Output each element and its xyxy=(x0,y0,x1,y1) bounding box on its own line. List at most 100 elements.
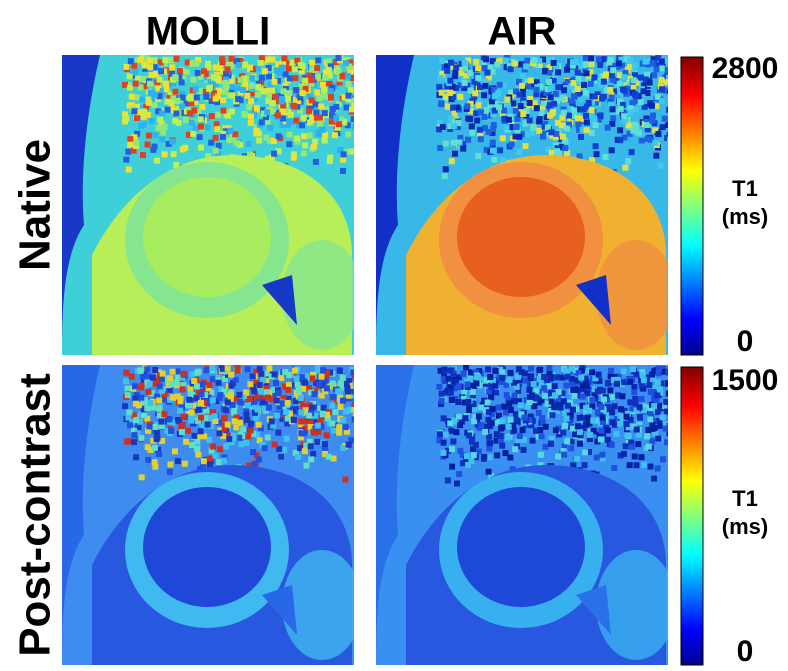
image-texel xyxy=(248,120,254,126)
image-texel xyxy=(456,383,462,389)
image-texel xyxy=(605,125,611,131)
image-texel xyxy=(272,371,278,377)
image-texel xyxy=(562,423,568,429)
image-texel xyxy=(616,60,622,66)
image-texel xyxy=(520,111,526,117)
image-texel xyxy=(342,477,348,483)
image-texel xyxy=(274,412,280,418)
image-texel xyxy=(636,130,642,136)
image-texel xyxy=(186,397,192,403)
image-texel xyxy=(485,400,491,406)
image-texel xyxy=(247,396,253,402)
image-texel xyxy=(189,371,195,377)
image-texel xyxy=(229,56,235,62)
image-texel xyxy=(353,407,359,413)
row-title: Native xyxy=(11,139,60,271)
image-texel xyxy=(256,422,262,428)
image-texel xyxy=(131,439,137,445)
image-texel xyxy=(255,84,261,90)
image-texel xyxy=(642,59,648,65)
image-texel xyxy=(298,409,304,415)
image-texel xyxy=(209,113,215,119)
image-texel xyxy=(490,140,496,146)
image-texel xyxy=(322,132,328,138)
image-texel xyxy=(298,430,304,436)
image-region xyxy=(143,177,271,297)
image-texel xyxy=(331,428,337,434)
image-texel xyxy=(301,115,307,121)
image-texel xyxy=(144,405,150,411)
image-texel xyxy=(607,387,613,393)
image-texel xyxy=(150,375,156,381)
image-texel xyxy=(456,471,462,477)
image-texel xyxy=(569,381,575,387)
image-texel xyxy=(477,127,483,133)
image-texel xyxy=(333,104,339,110)
image-texel xyxy=(631,389,637,395)
image-texel xyxy=(190,131,196,137)
image-texel xyxy=(328,88,334,94)
image-texel xyxy=(653,153,659,159)
image-texel xyxy=(343,60,349,66)
image-texel xyxy=(211,75,217,81)
image-texel xyxy=(227,128,233,134)
image-texel xyxy=(276,390,282,396)
image-texel xyxy=(659,98,665,104)
image-texel xyxy=(146,423,152,429)
image-texel xyxy=(487,440,493,446)
image-texel xyxy=(209,365,215,371)
image-texel xyxy=(175,417,181,423)
image-texel xyxy=(229,92,235,98)
colorbar-label: T1 xyxy=(732,176,758,201)
image-texel xyxy=(469,123,475,129)
figure: MOLLI AIR Native Post-contrast 2800 T1 (… xyxy=(0,0,788,671)
image-texel xyxy=(237,392,243,398)
image-texel xyxy=(198,145,204,151)
image-texel xyxy=(457,94,463,100)
image-texel xyxy=(437,431,443,437)
image-texel xyxy=(167,375,173,381)
image-texel xyxy=(190,77,196,83)
image-texel xyxy=(128,58,134,64)
image-texel xyxy=(238,441,244,447)
image-texel xyxy=(551,60,557,66)
image-texel xyxy=(266,57,272,63)
image-texel xyxy=(603,154,609,160)
image-texel xyxy=(539,433,545,439)
image-texel xyxy=(655,465,661,471)
image-texel xyxy=(449,397,455,403)
image-texel xyxy=(651,403,657,409)
image-texel xyxy=(126,167,132,173)
image-texel xyxy=(658,163,664,169)
image-texel xyxy=(217,446,223,452)
image-texel xyxy=(286,141,292,147)
image-texel xyxy=(530,125,536,131)
image-texel xyxy=(594,455,600,461)
image-texel xyxy=(233,424,239,430)
image-texel xyxy=(438,101,444,107)
image-texel xyxy=(126,409,132,415)
image-texel xyxy=(517,149,523,155)
image-texel xyxy=(548,85,554,91)
image-texel xyxy=(279,65,285,71)
image-texel xyxy=(340,375,346,381)
image-texel xyxy=(561,110,567,116)
image-texel xyxy=(589,107,595,113)
image-texel xyxy=(575,423,581,429)
image-texel xyxy=(314,89,320,95)
image-texel xyxy=(269,418,275,424)
image-texel xyxy=(554,374,560,380)
image-texel xyxy=(306,108,312,114)
image-texel xyxy=(645,136,651,142)
image-texel xyxy=(449,158,455,164)
image-texel xyxy=(140,152,146,158)
image-texel xyxy=(279,96,285,102)
image-texel xyxy=(462,80,468,86)
image-texel xyxy=(259,371,265,377)
image-texel xyxy=(531,57,537,63)
image-texel xyxy=(624,414,630,420)
image-texel xyxy=(577,415,583,421)
image-texel xyxy=(169,138,175,144)
image-texel xyxy=(125,149,131,155)
image-texel xyxy=(553,427,559,433)
